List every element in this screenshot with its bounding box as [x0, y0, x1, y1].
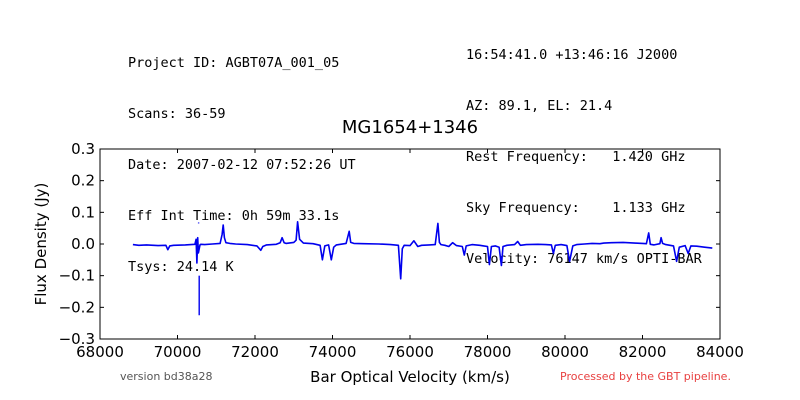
x-axis-label: Bar Optical Velocity (km/s) [310, 368, 510, 386]
x-tick-label: 68000 [76, 343, 124, 361]
spectrum-line [132, 221, 713, 280]
y-tick-label: 0.2 [71, 172, 95, 190]
y-tick-label: −0.3 [59, 330, 95, 348]
y-axis-label: Flux Density (Jy) [32, 183, 50, 306]
y-tick-label: −0.1 [59, 267, 95, 285]
date: Date: 2007-02-12 07:52:26 UT [128, 157, 356, 173]
y-tick-label: 0.1 [71, 203, 95, 221]
tsys: Tsys: 24.14 K [128, 259, 234, 275]
x-tick-label: 78000 [464, 343, 512, 361]
header-right: 16:54:41.0 +13:46:16 J2000 AZ: 89.1, EL:… [466, 13, 702, 285]
project-id: Project ID: AGBT07A_001_05 [128, 55, 340, 71]
x-tick-label: 74000 [309, 343, 357, 361]
y-tick-label: −0.2 [59, 298, 95, 316]
series-layer [132, 221, 713, 316]
y-tick-label: 0.3 [71, 140, 95, 158]
x-tick-label: 70000 [154, 343, 202, 361]
x-ticks: 68000 70000 72000 74000 76000 78000 80000 82000… [76, 149, 744, 361]
rest-frequency: Rest Frequency: 1.420 GHz [466, 149, 686, 165]
x-tick-label: 84000 [696, 343, 744, 361]
x-tick-label: 82000 [619, 343, 667, 361]
eff-int-time: Eff Int Time: 0h 59m 33.1s [128, 208, 340, 224]
y-ticks: −0.3 −0.2 −0.1 0.0 0.1 0.2 0.3 [59, 140, 720, 348]
sky-frequency: Sky Frequency: 1.133 GHz [466, 200, 686, 216]
x-tick-label: 80000 [541, 343, 589, 361]
header-left: Project ID: AGBT07A_001_05 Scans: 36-59 … [128, 21, 356, 293]
processed-label: Processed by the GBT pipeline. [560, 370, 731, 383]
version-label: version bd38a28 [120, 370, 213, 383]
chart-title: MG1654+1346 [342, 117, 478, 138]
az-el: AZ: 89.1, EL: 21.4 [466, 98, 613, 114]
scans: Scans: 36-59 [128, 106, 226, 122]
x-tick-label: 76000 [386, 343, 434, 361]
x-tick-label: 72000 [231, 343, 279, 361]
coordinates: 16:54:41.0 +13:46:16 J2000 [466, 47, 678, 63]
y-tick-label: 0.0 [71, 235, 95, 253]
